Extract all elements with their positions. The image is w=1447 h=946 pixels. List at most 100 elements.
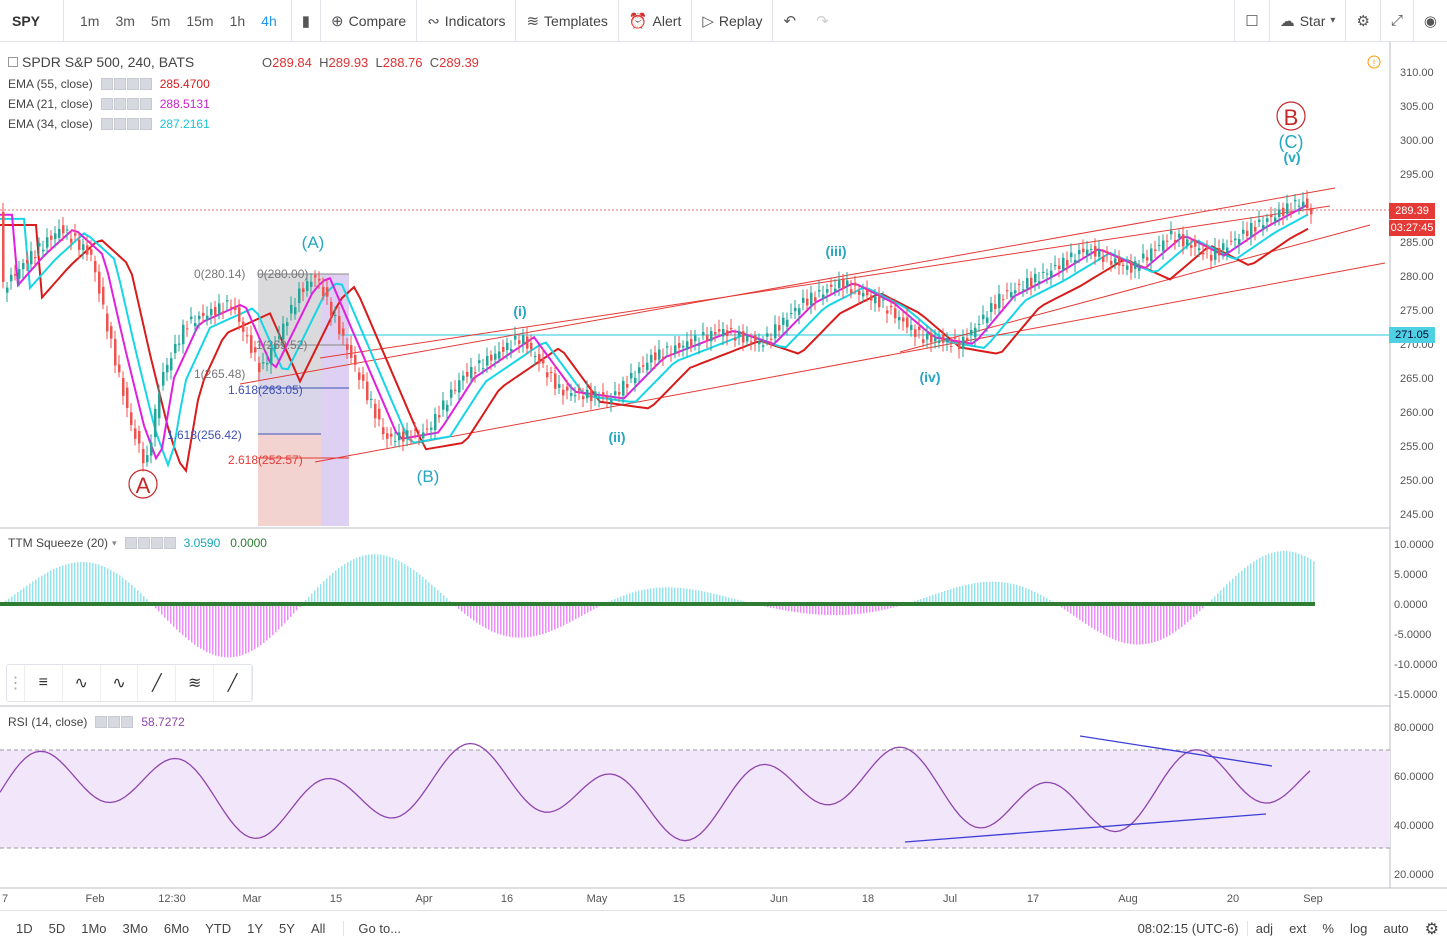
legend-controls[interactable] [95,716,134,728]
legend-controls[interactable] [100,78,152,90]
drag-handle-icon[interactable]: ⋮ [7,665,25,701]
candle-body [482,368,485,370]
alert-label: Alert [652,12,682,29]
rsi-axis[interactable]: 80.0000 60.0000 40.0000 20.0000 [1394,722,1434,881]
redo-button[interactable]: ↷ [806,0,839,42]
candle-body [1254,227,1257,232]
range-1mo[interactable]: 1Mo [81,921,107,936]
range-1y[interactable]: 1Y [247,921,264,936]
path-tool-button[interactable]: ╱ [214,665,252,701]
ttm-bar [623,595,625,604]
legend-controls[interactable] [100,98,152,110]
settings-button[interactable]: ⚙ [1345,0,1379,42]
candle-body [898,316,901,321]
chart-canvas[interactable]: 310.00305.00300.00295.00290.00285.00280.… [0,42,1447,910]
candles-style-button[interactable]: ▮ [290,0,320,42]
indicators-button[interactable]: ∾ Indicators [416,0,515,42]
alert-button[interactable]: ⏰ Alert [617,0,691,42]
candle-body [686,341,689,350]
price-axis[interactable]: 310.00305.00300.00295.00290.00285.00280.… [1400,67,1434,521]
ttm-axis[interactable]: 10.0000 5.0000 0.0000 -5.0000 -10.0000 -15.00… [1394,539,1437,701]
wave-i: (i) [513,303,526,319]
time-tick: Apr [415,893,432,905]
range-6mo[interactable]: 6Mo [163,921,190,936]
auto-toggle[interactable]: auto [1383,921,1409,936]
range-5y[interactable]: 5Y [279,921,295,936]
ttm-bar [1283,551,1285,604]
candle-body [506,342,509,350]
log-toggle[interactable]: log [1349,921,1368,936]
snapshot-button[interactable]: ◉ [1412,0,1447,42]
ttm-bar [491,604,493,632]
ttm-bar [731,598,733,604]
range-5d[interactable]: 5D [48,921,66,936]
trendline-tool-button[interactable]: ╱ [138,665,177,701]
range-3mo[interactable]: 3Mo [122,921,148,936]
ema55-legend[interactable]: EMA (55, close) 285.4700 [8,74,210,94]
undo-button[interactable]: ↶ [772,0,806,42]
channel-top[interactable] [239,187,1336,385]
time-axis[interactable]: 7 Feb 12:30 Mar 15 Apr 16 May 15 Jun 18 Jul 17 Aug 20 S… [2,893,1323,905]
ttm-legend-row[interactable]: TTM Squeeze (20) ▾ 3.0590 0.0000 [8,533,267,553]
tf-5m[interactable]: 5m [150,12,171,29]
candle-body [998,293,1001,309]
fullscreen-box-button[interactable]: ☐ [1234,0,1268,42]
star-button[interactable]: ☁ Star ▾ [1268,0,1346,42]
candle-body [642,365,645,367]
ttm-bar [101,565,103,604]
candle-body [910,325,913,330]
candle-body [786,319,789,327]
compare-button[interactable]: ⊕ Compare [320,0,416,42]
legend-controls[interactable] [124,537,176,549]
channel-mid[interactable] [319,205,1331,359]
collapse-icon[interactable] [8,57,18,67]
candle-body [326,287,329,297]
tf-4h[interactable]: 4h [261,12,277,29]
ttm-bar [1166,604,1168,637]
adj-toggle[interactable]: adj [1255,921,1274,936]
candle-body [814,297,817,302]
ttm-bar [653,588,655,604]
tf-15m[interactable]: 15m [186,12,214,29]
tf-3m[interactable]: 3m [115,12,135,29]
templates-button[interactable]: ≋ Templates [515,0,617,42]
rsi-legend-row[interactable]: RSI (14, close) 58.7272 [8,712,185,732]
fib-channel-tool-button[interactable]: ≋ [176,665,215,701]
tf-1m[interactable]: 1m [80,12,100,29]
wave-abc-tool-button[interactable]: ∿ [101,665,139,701]
percent-toggle[interactable]: % [1322,921,1334,936]
chevron-down-icon[interactable]: ▾ [112,537,117,548]
symbol-search[interactable]: SPY [0,0,64,42]
ttm-bar [629,593,631,604]
candle-body [474,372,477,374]
tf-1h[interactable]: 1h [229,12,246,29]
ttm-bar [842,604,844,616]
ttm-bar [488,604,490,630]
range-ytd[interactable]: YTD [205,921,232,936]
wave-big-c: (C) [1279,132,1304,152]
candle-body [262,362,265,364]
range-all[interactable]: All [310,921,326,936]
wave-1-5-tool-button[interactable]: ∿ [63,665,101,701]
clock[interactable]: 08:02:15 (UTC-6) [1130,921,1248,936]
goto-button[interactable]: Go to... [343,921,409,936]
warning-icon[interactable] [1367,55,1381,69]
candle-body [62,225,65,234]
candle-body [226,300,229,302]
channel-bottom[interactable] [314,262,1386,463]
legend-controls[interactable] [100,118,152,130]
range-1d[interactable]: 1D [16,921,33,936]
candle-body [842,278,845,289]
replay-button[interactable]: ▷ Replay [691,0,772,42]
ema34-legend[interactable]: EMA (34, close) 287.2161 [8,114,210,134]
rsi-trendline-bottom[interactable] [904,813,1267,843]
ema21-legend[interactable]: EMA (21, close) 288.5131 [8,94,210,114]
candle-body [1030,277,1033,287]
ext-toggle[interactable]: ext [1289,921,1307,936]
ttm-bar [215,604,217,656]
gear-icon[interactable]: ⚙ [1424,920,1439,938]
fib-tool-button[interactable]: ≡ [25,665,63,701]
channel-inner[interactable] [899,224,1371,353]
rsi-trendline-top[interactable] [1079,735,1273,767]
maximize-button[interactable]: ⤢ [1379,0,1413,42]
